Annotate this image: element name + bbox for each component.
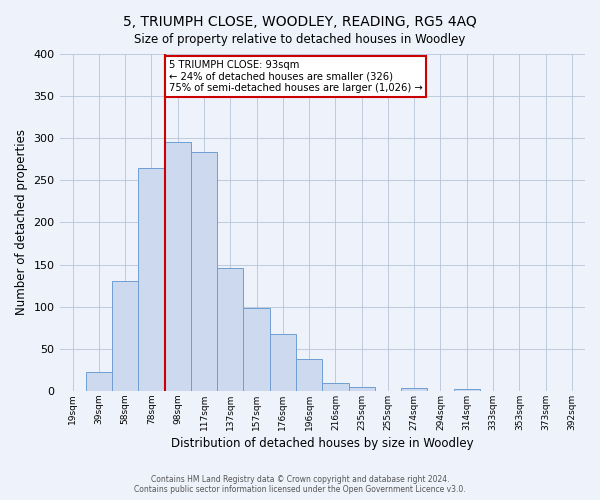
Bar	[86, 372, 112, 391]
Text: 5, TRIUMPH CLOSE, WOODLEY, READING, RG5 4AQ: 5, TRIUMPH CLOSE, WOODLEY, READING, RG5 …	[123, 15, 477, 29]
Text: Size of property relative to detached houses in Woodley: Size of property relative to detached ho…	[134, 32, 466, 46]
X-axis label: Distribution of detached houses by size in Woodley: Distribution of detached houses by size …	[171, 437, 473, 450]
Text: 5 TRIUMPH CLOSE: 93sqm
← 24% of detached houses are smaller (326)
75% of semi-de: 5 TRIUMPH CLOSE: 93sqm ← 24% of detached…	[169, 60, 422, 93]
Bar	[112, 282, 139, 391]
Bar	[454, 389, 480, 391]
Bar	[322, 384, 349, 391]
Bar	[296, 359, 322, 391]
Text: Contains HM Land Registry data © Crown copyright and database right 2024.
Contai: Contains HM Land Registry data © Crown c…	[134, 474, 466, 494]
Bar	[164, 142, 191, 391]
Bar	[244, 308, 270, 391]
Bar	[270, 334, 296, 391]
Bar	[191, 152, 217, 391]
Bar	[217, 268, 244, 391]
Bar	[139, 168, 164, 391]
Bar	[349, 386, 375, 391]
Y-axis label: Number of detached properties: Number of detached properties	[15, 130, 28, 316]
Bar	[401, 388, 427, 391]
